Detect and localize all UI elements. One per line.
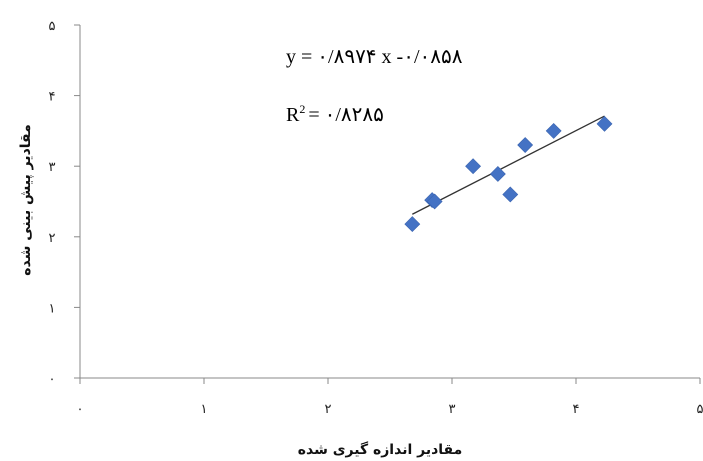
axes-layer: ۰ ۱ ۲ ۳ ۴ ۵ ۰ ۱ ۲ ۳ ۴ ۵ bbox=[49, 19, 703, 417]
data-point bbox=[489, 166, 506, 182]
r-squared-superscript: 2 bbox=[299, 102, 305, 116]
y-tick-label: ۳ bbox=[49, 160, 56, 175]
x-tick-label: ۲ bbox=[325, 402, 332, 417]
r-squared-annotation: R2 = ۰/۸۲۸۵ bbox=[286, 102, 384, 126]
trendline bbox=[412, 115, 605, 215]
y-axis-title: مقادیر پیش بینی شده bbox=[18, 124, 34, 276]
y-tick-label: ۰ bbox=[49, 372, 56, 387]
x-tick-label: ۰ bbox=[77, 402, 84, 417]
r-squared-symbol: R bbox=[286, 104, 300, 126]
data-point bbox=[545, 122, 562, 139]
x-tick-label: ۳ bbox=[449, 402, 456, 417]
x-tick-label: ۱ bbox=[201, 402, 208, 417]
data-point bbox=[502, 186, 519, 203]
trendline-layer bbox=[412, 115, 605, 215]
r-squared-value: = ۰/۸۲۸۵ bbox=[308, 104, 384, 126]
x-tick-label: ۴ bbox=[573, 402, 580, 417]
regression-equation: y = ۰/۸۹۷۴ x -۰/۰۸۵۸ bbox=[286, 46, 463, 68]
x-axis-title: مقادیر اندازه گیری شده bbox=[298, 441, 463, 458]
x-tick-label: ۵ bbox=[697, 402, 703, 417]
data-point bbox=[596, 115, 613, 132]
y-tick-label: ۲ bbox=[49, 231, 56, 246]
points-layer bbox=[404, 115, 613, 233]
data-point bbox=[404, 216, 421, 233]
data-point bbox=[426, 193, 443, 210]
y-tick-label: ۴ bbox=[49, 90, 56, 105]
y-tick-label: ۵ bbox=[49, 19, 56, 34]
y-tick-label: ۱ bbox=[49, 301, 56, 316]
data-point bbox=[465, 158, 482, 175]
data-point bbox=[517, 137, 534, 153]
